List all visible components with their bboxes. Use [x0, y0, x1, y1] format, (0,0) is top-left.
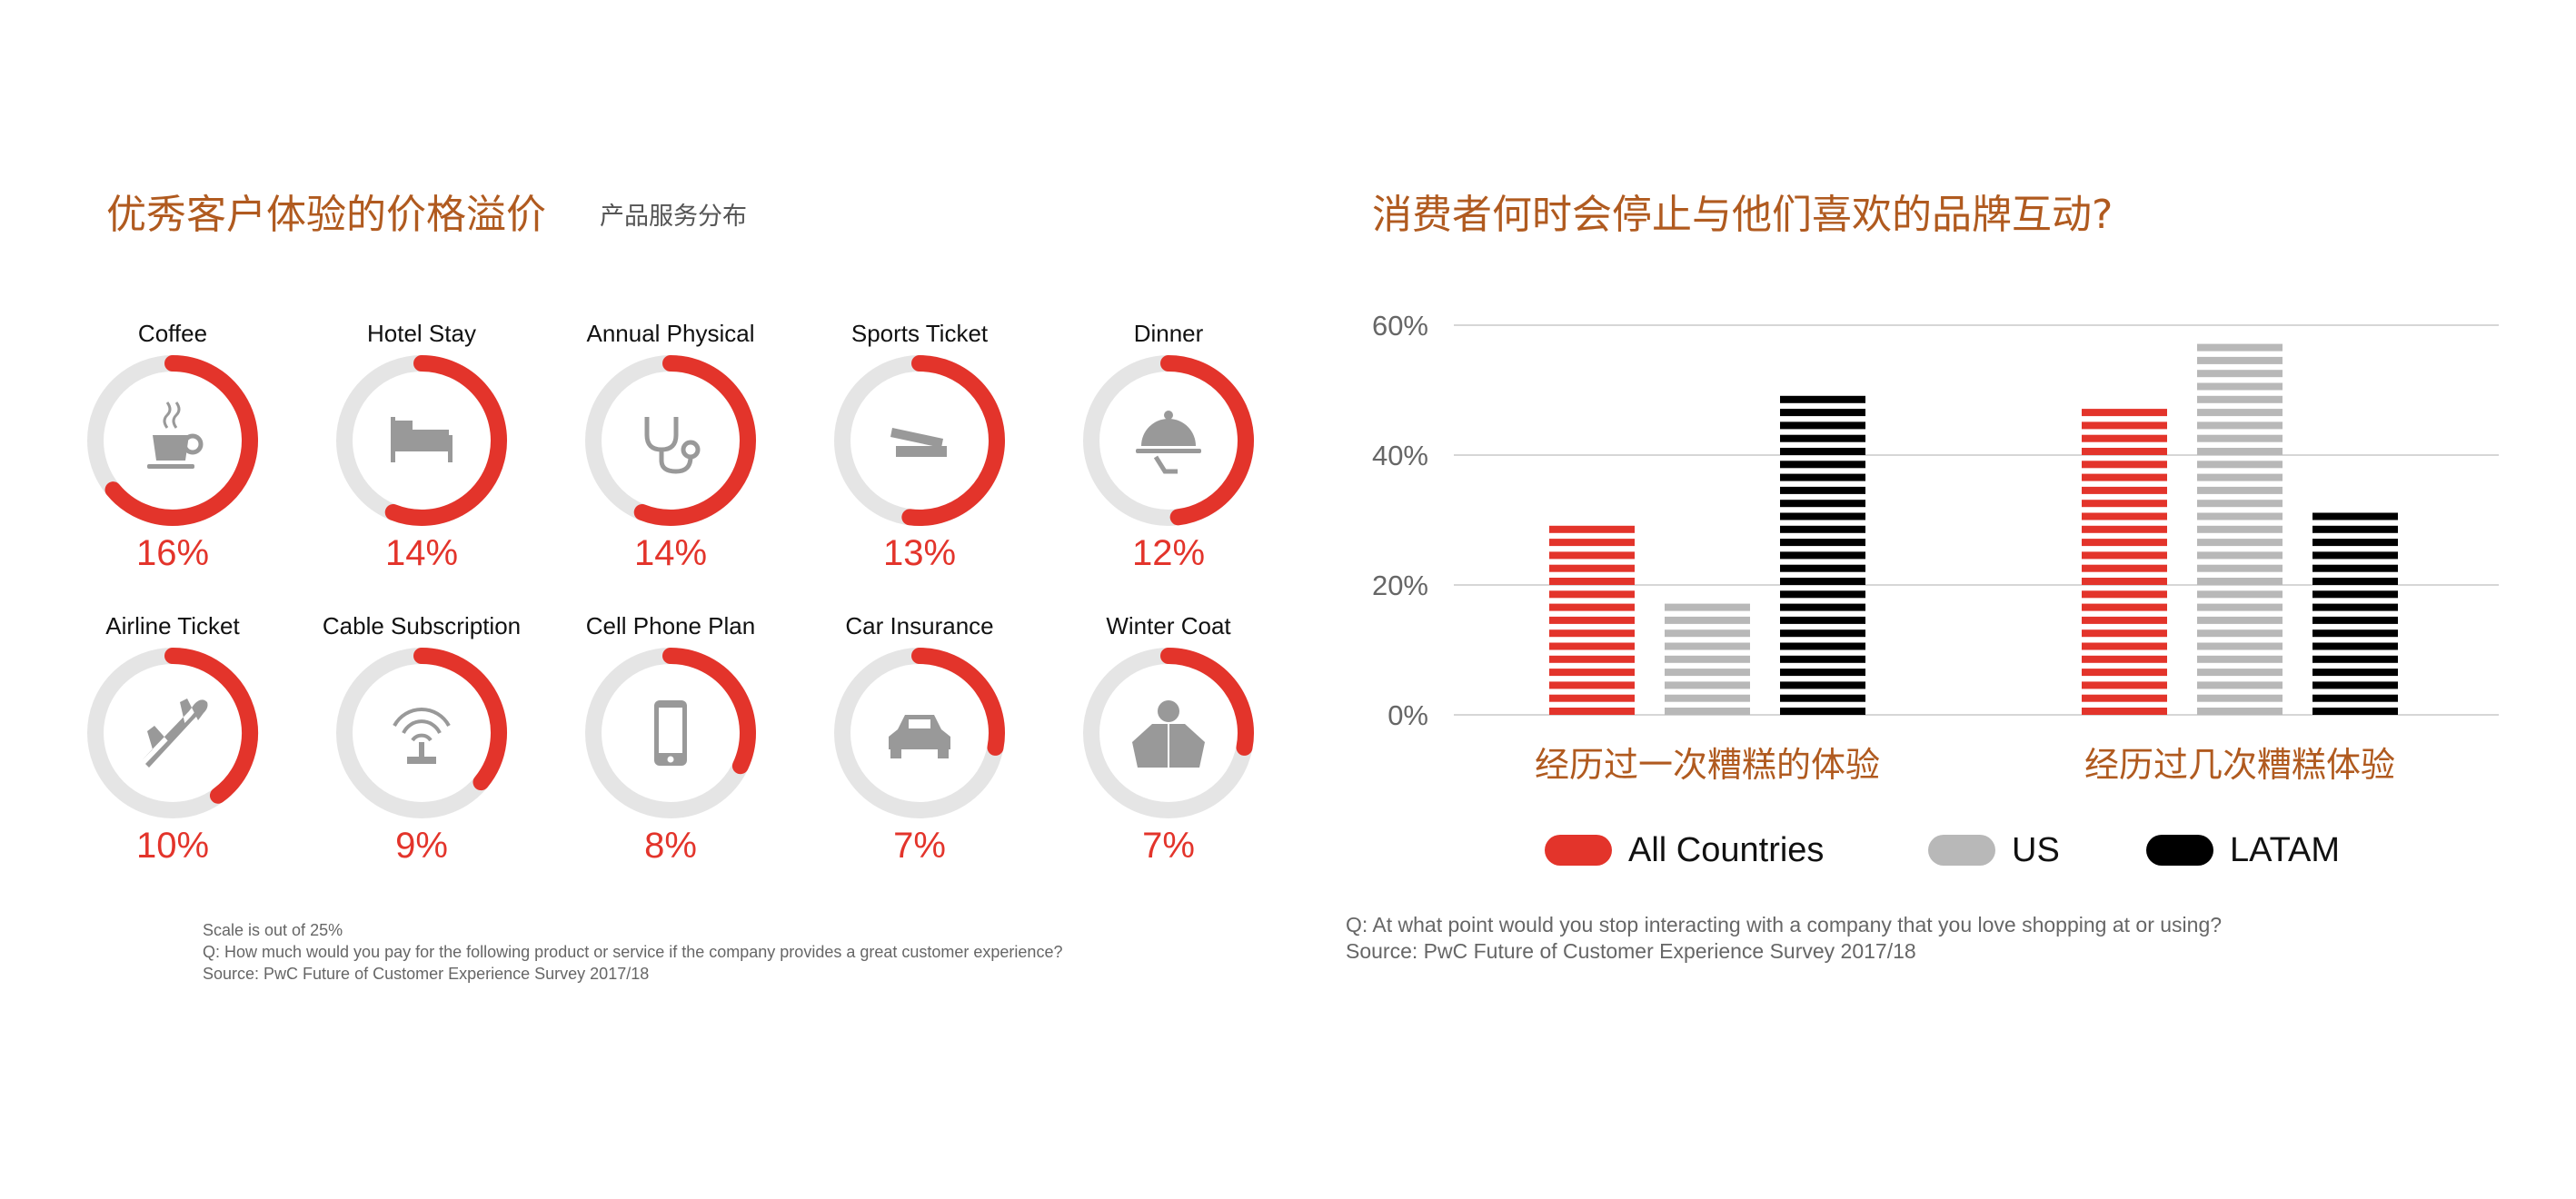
donut-arc	[1160, 355, 1254, 526]
donut-item-dinner: Dinner 12%	[1083, 320, 1254, 573]
donut-label: Hotel Stay	[367, 320, 476, 347]
left-chart-title: 优秀客户体验的价格溢价	[106, 192, 546, 238]
legend-label: LATAM	[2230, 831, 2340, 869]
donut-item-cable-subscription: Cable Subscription 9%	[323, 612, 521, 866]
donut-label: Airline Ticket	[105, 612, 240, 639]
legend-item-latam: LATAM	[2146, 831, 2340, 869]
bed-icon	[391, 417, 453, 462]
donut-item-coffee: Coffee 16%	[87, 320, 258, 573]
question-note: Q: How much would you pay for the follow…	[203, 943, 1063, 961]
donut-arc	[911, 648, 1005, 756]
legend-label: US	[2012, 831, 2060, 869]
donut-arc	[104, 355, 258, 526]
donut-value: 12%	[1132, 533, 1205, 573]
ticket-icon	[890, 428, 947, 457]
bar-all-countries-0	[1549, 525, 1635, 715]
bar-latam-0	[1780, 395, 1865, 715]
phone-icon	[654, 700, 687, 766]
donut-value: 10%	[136, 826, 209, 866]
donut-grid: Coffee 16% Hotel Stay 14% Annual Physical 14%…	[87, 320, 1254, 866]
donut-label: Annual Physical	[587, 320, 755, 347]
donut-item-hotel-stay: Hotel Stay 14%	[336, 320, 507, 573]
donut-label: Cell Phone Plan	[586, 612, 755, 639]
legend-swatch	[1928, 835, 1995, 866]
donut-item-cell-phone-plan: Cell Phone Plan 8%	[585, 612, 756, 866]
stethoscope-icon	[644, 417, 701, 474]
left-chart-subtitle: 产品服务分布	[600, 203, 747, 231]
donut-item-car-insurance: Car Insurance 7%	[834, 612, 1005, 866]
donut-value: 14%	[634, 533, 707, 573]
cloche-icon	[1136, 411, 1201, 474]
donut-value: 8%	[644, 826, 697, 866]
source-note: Source: PwC Future of Customer Experienc…	[203, 965, 650, 983]
donut-item-annual-physical: Annual Physical 14%	[585, 320, 756, 573]
antenna-icon	[393, 708, 451, 764]
donut-value: 13%	[883, 533, 956, 573]
donut-arc	[413, 648, 507, 791]
donut-arc	[662, 648, 756, 775]
legend-item-us: US	[1928, 831, 2060, 869]
x-category-label: 经历过一次糟糕的体验	[1535, 747, 1880, 785]
donut-value: 9%	[395, 826, 448, 866]
donut-item-airline-ticket: Airline Ticket 10%	[87, 612, 258, 866]
donut-value: 14%	[385, 533, 458, 573]
legend-item-all-countries: All Countries	[1545, 831, 1824, 869]
coffee-cup-icon	[147, 401, 204, 469]
x-category-label: 经历过几次糟糕体验	[2084, 747, 2395, 785]
bar-us-1	[2197, 343, 2283, 715]
right-notes: Q: At what point would you stop interact…	[1346, 912, 2222, 965]
donut-label: Winter Coat	[1106, 612, 1231, 639]
donut-arc	[633, 355, 756, 526]
y-tick-label: 20%	[1372, 570, 1428, 601]
right-chart-title: 消费者何时会停止与他们喜欢的品牌互动?	[1372, 192, 2114, 238]
coat-icon	[1132, 700, 1205, 768]
donut-value: 16%	[136, 533, 209, 573]
y-tick-label: 0%	[1387, 699, 1428, 731]
bar-chart: 0% 20% 40% 60% 经历过一次糟糕的体验 经历过几次糟糕体验 All Countr…	[1372, 310, 2499, 869]
bar-all-countries-1	[2082, 409, 2167, 715]
right-question-note: Q: At what point would you stop interact…	[1346, 913, 2223, 936]
left-notes: Scale is out of 25% Q: How much would yo…	[203, 919, 1062, 985]
car-icon	[889, 715, 950, 758]
right-source-note: Source: PwC Future of Customer Experienc…	[1346, 939, 1916, 963]
airplane-icon	[142, 699, 208, 768]
bar-us-0	[1665, 603, 1750, 715]
donut-label: Sports Ticket	[851, 320, 989, 347]
legend-swatch	[1545, 835, 1612, 866]
donut-label: Dinner	[1134, 320, 1204, 347]
donut-item-sports-ticket: Sports Ticket 13%	[834, 320, 1005, 573]
legend-label: All Countries	[1628, 831, 1824, 869]
donut-item-winter-coat: Winter Coat 7%	[1083, 612, 1254, 866]
donut-arc	[164, 648, 258, 804]
donut-arc	[1160, 648, 1254, 756]
donut-label: Coffee	[138, 320, 207, 347]
legend-swatch	[2146, 835, 2213, 866]
donut-label: Cable Subscription	[323, 612, 521, 639]
bar-latam-1	[2312, 512, 2398, 715]
donut-value: 7%	[893, 826, 946, 866]
y-tick-label: 40%	[1372, 440, 1428, 471]
y-tick-label: 60%	[1372, 310, 1428, 342]
donut-arc	[901, 355, 1005, 526]
donut-value: 7%	[1142, 826, 1195, 866]
scale-note: Scale is out of 25%	[203, 921, 343, 939]
donut-arc	[384, 355, 507, 526]
donut-label: Car Insurance	[845, 612, 993, 639]
